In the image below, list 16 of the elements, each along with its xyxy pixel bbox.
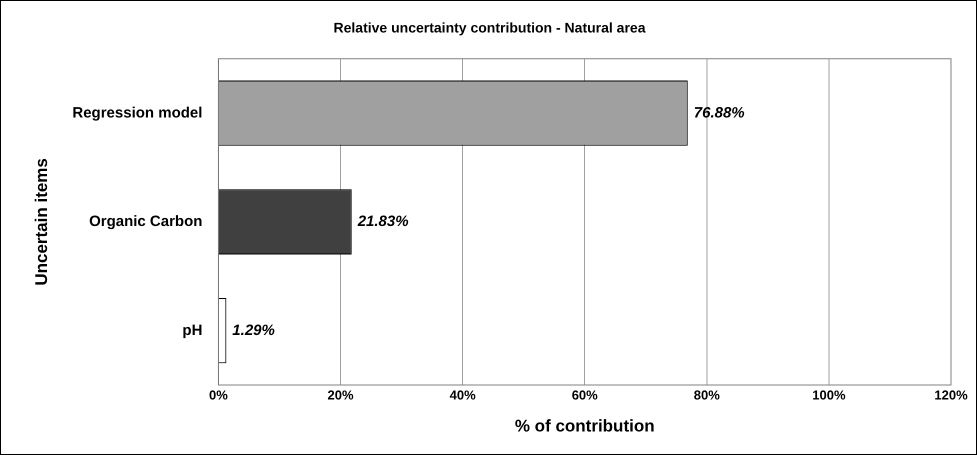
chart-title: Relative uncertainty contribution - Natural area	[334, 19, 646, 36]
data-label: 21.83%	[356, 213, 409, 230]
x-tick-label: 100%	[812, 387, 846, 402]
y-tick-label: Regression model	[72, 104, 202, 122]
data-label: 76.88%	[694, 104, 745, 122]
x-tick-label: 20%	[328, 387, 354, 402]
y-axis-title: Uncertain items	[32, 158, 51, 286]
y-tick-label: pH	[182, 322, 202, 339]
x-tick-label: 40%	[450, 387, 476, 402]
x-tick-label: 120%	[934, 387, 968, 402]
x-tick-label: 0%	[209, 387, 228, 402]
x-tick-label: 60%	[572, 387, 598, 402]
data-label: 1.29%	[232, 322, 275, 339]
y-tick-label: Organic Carbon	[89, 213, 202, 230]
x-axis-title: % of contribution	[514, 416, 655, 436]
x-tick-label: 80%	[694, 387, 720, 402]
